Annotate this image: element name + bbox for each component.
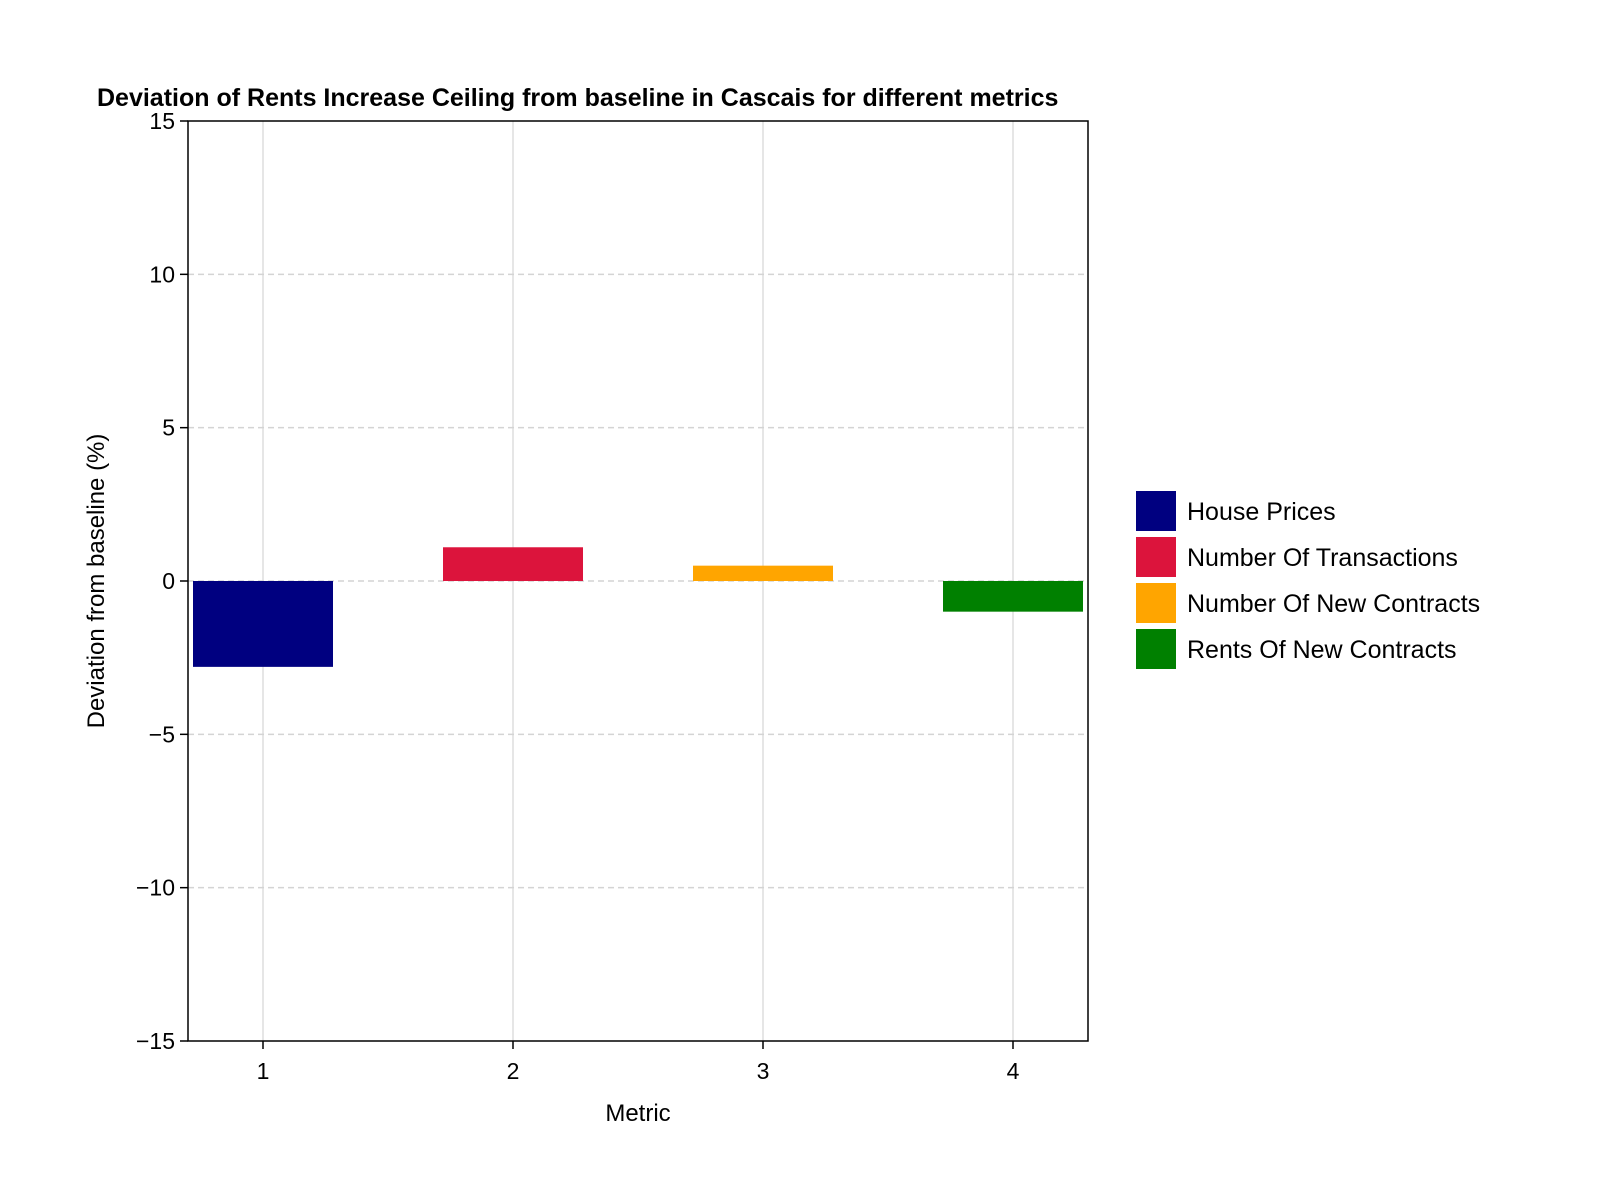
y-tick-label: −5: [149, 721, 175, 747]
x-axis-ticks: 1 2 3 4: [257, 1041, 1020, 1084]
legend-swatch: [1136, 491, 1176, 531]
y-axis-label: Deviation from baseline (%): [83, 434, 110, 729]
legend: House Prices Number Of Transactions Number…: [1136, 491, 1480, 669]
legend-label: Number Of New Contracts: [1187, 590, 1480, 618]
legend-label: Number Of Transactions: [1187, 544, 1458, 572]
legend-swatch: [1136, 537, 1176, 577]
y-tick-label: 5: [162, 415, 175, 441]
legend-label: House Prices: [1187, 498, 1336, 526]
y-tick-label: −15: [136, 1028, 175, 1054]
legend-label: Rents Of New Contracts: [1187, 636, 1457, 664]
bar-number-of-new-contracts: [693, 565, 833, 581]
legend-swatch: [1136, 629, 1176, 669]
y-tick-label: −10: [136, 875, 175, 901]
bar-house-prices: [193, 581, 333, 667]
y-axis-ticks: −15 −10 −5 0 5 10 15: [136, 108, 188, 1054]
x-tick-label: 3: [757, 1058, 770, 1084]
y-tick-label: 15: [149, 108, 175, 134]
grid-lines: [188, 121, 1088, 1041]
x-axis-label: Metric: [605, 1100, 670, 1127]
bar-number-of-transactions: [443, 547, 583, 581]
x-tick-label: 1: [257, 1058, 270, 1084]
bars: [193, 547, 1083, 667]
x-tick-label: 4: [1007, 1058, 1020, 1084]
y-tick-label: 0: [162, 568, 175, 594]
y-tick-label: 10: [149, 261, 175, 287]
chart-title: Deviation of Rents Increase Ceiling from…: [97, 84, 1058, 112]
bar-rents-of-new-contracts: [943, 581, 1083, 612]
x-tick-label: 2: [507, 1058, 520, 1084]
legend-swatch: [1136, 583, 1176, 623]
